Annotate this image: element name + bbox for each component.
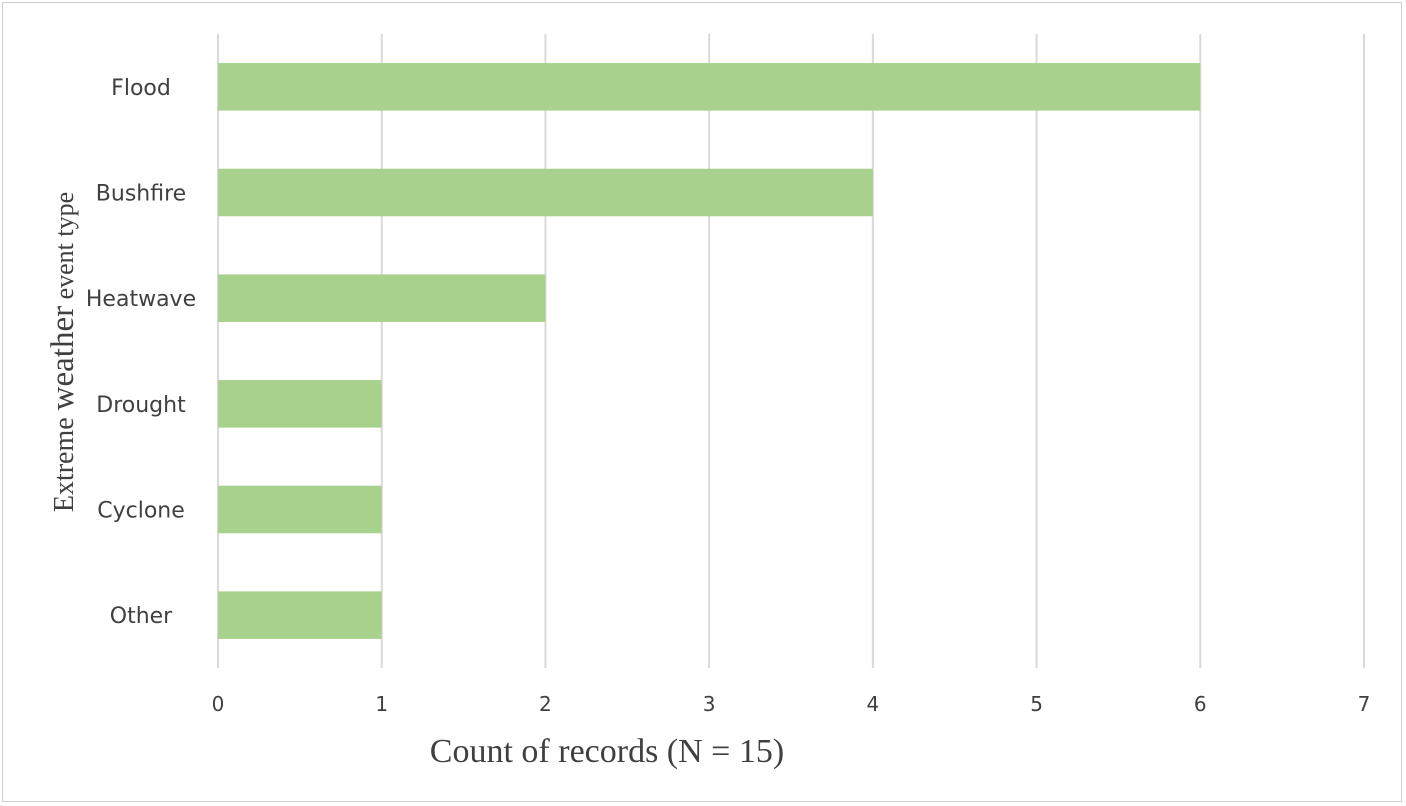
bar-heatwave <box>218 274 546 322</box>
category-labels: Flood Bushfire Heatwave Drought Cyclone Other <box>86 76 196 629</box>
category-label: Cyclone <box>97 499 185 524</box>
bar-cyclone <box>218 485 382 534</box>
y-axis-title-part3: event type <box>50 192 79 306</box>
bar-other <box>218 591 382 639</box>
x-tick-label: 4 <box>866 692 879 716</box>
x-tick-labels: 0 1 2 3 4 5 6 7 <box>212 692 1371 716</box>
y-axis-title: Extreme weather event type <box>45 192 81 512</box>
category-label: Flood <box>111 76 171 101</box>
x-tick-label: 0 <box>212 692 225 716</box>
y-axis-title-part1: Extreme <box>49 410 80 512</box>
category-label: Drought <box>96 393 186 418</box>
category-label: Heatwave <box>86 287 196 312</box>
x-tick-label: 5 <box>1030 692 1043 716</box>
x-tick-label: 3 <box>703 692 716 716</box>
gridlines <box>217 34 1365 668</box>
y-axis-title-part2: weather <box>45 306 81 410</box>
category-label: Bushfire <box>96 182 186 207</box>
bar-bushfire <box>218 168 873 217</box>
bars <box>218 63 1201 639</box>
x-tick-label: 7 <box>1358 692 1371 716</box>
category-label: Other <box>110 604 173 629</box>
bar-drought <box>218 380 382 428</box>
x-tick-label: 6 <box>1194 692 1207 716</box>
bar-flood <box>218 63 1201 111</box>
x-tick-label: 1 <box>375 692 388 716</box>
x-tick-label: 2 <box>539 692 552 716</box>
x-axis-title: Count of records (N = 15) <box>430 733 784 770</box>
